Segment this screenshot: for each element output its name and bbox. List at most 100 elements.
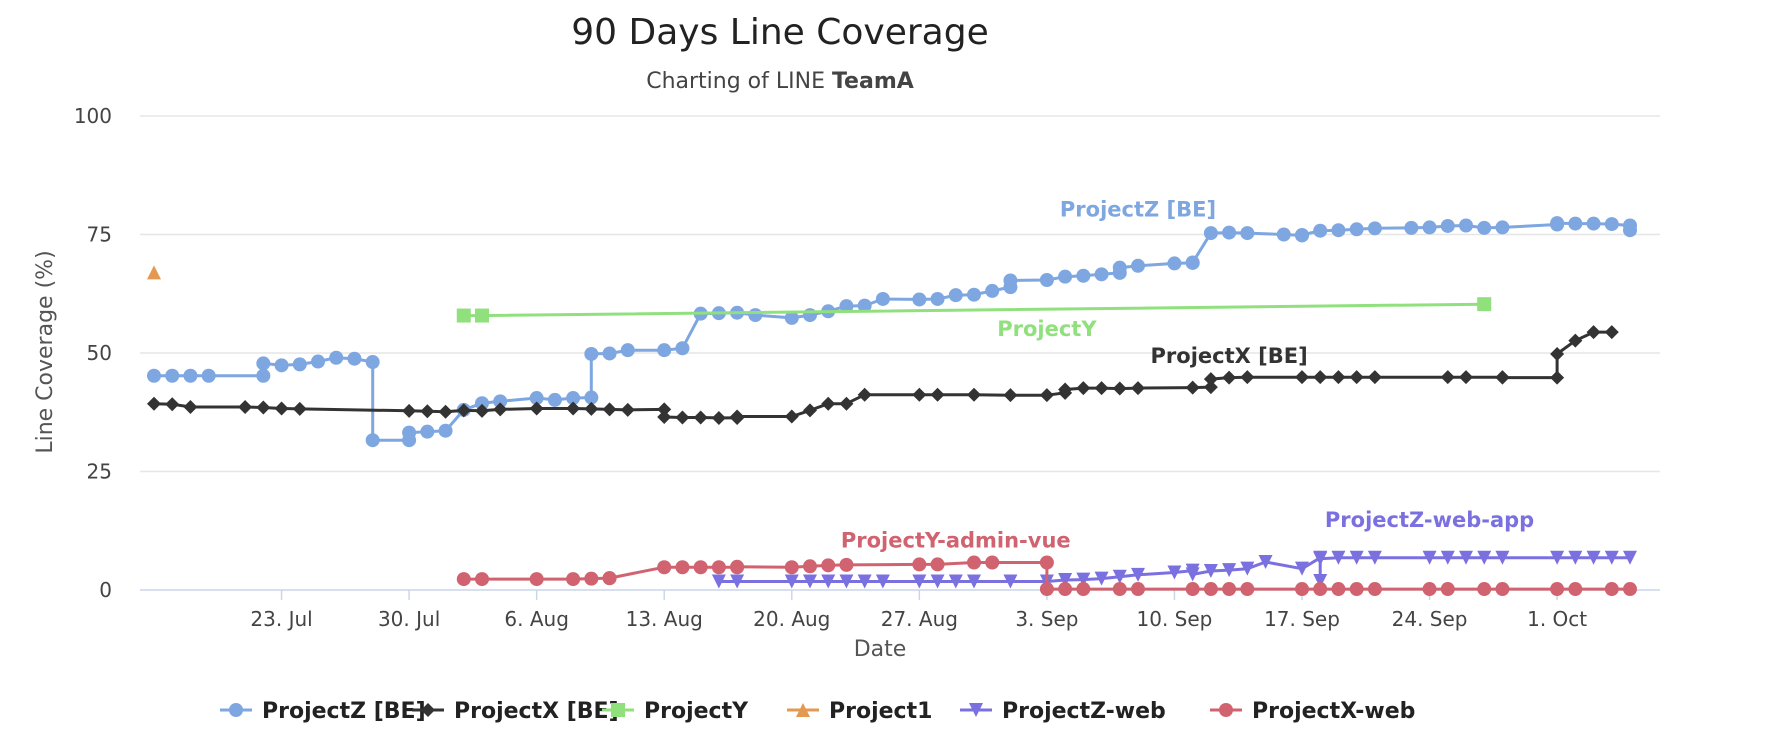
data-point-projectz-be[interactable]	[201, 368, 216, 383]
data-point-projectz-be[interactable]	[620, 343, 635, 358]
data-point-projectx-web[interactable]	[1295, 582, 1309, 597]
data-point-projectz-be[interactable]	[584, 346, 599, 361]
data-point-projectx-web[interactable]	[1422, 582, 1437, 597]
data-point-projectx-be[interactable]	[1349, 370, 1364, 385]
data-point-projectx-be[interactable]	[402, 403, 417, 418]
data-point-projectz-be[interactable]	[985, 283, 1000, 298]
data-point-projectx-be[interactable]	[657, 409, 672, 424]
data-point-projectz-be[interactable]	[1185, 255, 1200, 270]
data-point-projectz-web[interactable]	[1094, 571, 1109, 586]
legend-symbol[interactable]	[229, 703, 243, 717]
data-point-projectz-web[interactable]	[730, 574, 745, 589]
legend-item-projectx-be[interactable]: ProjectX [BE]	[412, 699, 619, 724]
data-point-projectx-be[interactable]	[438, 404, 453, 419]
data-point-projectx-be[interactable]	[730, 409, 745, 424]
data-point-projectx-web[interactable]	[693, 560, 708, 575]
data-point-projectx-web[interactable]	[1623, 582, 1637, 597]
data-point-projectz-web[interactable]	[1477, 550, 1492, 565]
data-point-projectz-be[interactable]	[1003, 273, 1018, 288]
data-point-projectz-be[interactable]	[1039, 273, 1054, 288]
data-point-projectx-be[interactable]	[1039, 388, 1054, 403]
data-point-projectx-be[interactable]	[711, 410, 726, 425]
data-point-projectx-be[interactable]	[1459, 370, 1473, 385]
data-point-projecty[interactable]	[1477, 297, 1492, 312]
data-point-projectz-be[interactable]	[1112, 260, 1127, 275]
data-point-projectz-web[interactable]	[784, 574, 799, 589]
data-point-projectx-be[interactable]	[238, 400, 253, 415]
data-point-projectx-be[interactable]	[693, 410, 708, 425]
data-point-projectz-be[interactable]	[803, 308, 817, 323]
data-point-projectz-web[interactable]	[1349, 550, 1364, 565]
data-point-projectx-be[interactable]	[1568, 333, 1583, 348]
data-point-projectz-web[interactable]	[1313, 573, 1328, 588]
legend-item-projectz-web[interactable]: ProjectZ-web	[960, 699, 1166, 724]
data-point-projectx-web[interactable]	[584, 571, 599, 586]
data-point-projectx-be[interactable]	[912, 387, 927, 402]
data-point-projectz-web[interactable]	[1240, 561, 1255, 576]
data-point-projectx-be[interactable]	[1604, 325, 1619, 340]
data-point-projectx-web[interactable]	[1604, 582, 1619, 597]
data-point-projectz-web[interactable]	[948, 574, 963, 589]
data-point-projectx-be[interactable]	[456, 403, 471, 418]
data-point-projectx-be[interactable]	[1185, 380, 1200, 395]
data-point-projectx-be[interactable]	[784, 409, 799, 424]
data-point-projectz-be[interactable]	[566, 391, 581, 406]
data-point-projectz-be[interactable]	[1222, 225, 1237, 240]
data-point-projectx-be[interactable]	[1367, 370, 1382, 385]
data-point-projectx-be[interactable]	[274, 401, 289, 416]
data-point-projectz-be[interactable]	[547, 392, 562, 407]
data-point-projectz-be[interactable]	[475, 396, 489, 411]
data-point-projectx-be[interactable]	[165, 397, 180, 412]
data-point-projectx-be[interactable]	[1058, 382, 1073, 397]
data-point-projectz-be[interactable]	[420, 424, 435, 439]
data-point-projectx-be[interactable]	[1203, 380, 1218, 395]
data-point-projectz-web[interactable]	[1495, 550, 1510, 565]
data-point-projectx-be[interactable]	[857, 387, 872, 402]
data-point-projectx-be[interactable]	[803, 403, 817, 418]
data-point-projectx-be[interactable]	[657, 402, 672, 417]
data-point-projectx-be[interactable]	[420, 404, 435, 419]
data-point-projectx-be[interactable]	[1203, 372, 1218, 387]
data-point-projectz-be[interactable]	[1313, 223, 1328, 238]
data-point-projectz-be[interactable]	[1240, 226, 1255, 241]
legend-symbol[interactable]	[969, 703, 983, 717]
data-point-projectz-web[interactable]	[839, 574, 854, 589]
data-point-projectx-web[interactable]	[1568, 582, 1583, 597]
data-point-projectx-web[interactable]	[1076, 582, 1091, 597]
data-point-projectx-be[interactable]	[967, 387, 981, 402]
data-point-projectx-web[interactable]	[1058, 582, 1073, 597]
data-point-projectx-be[interactable]	[1240, 370, 1255, 385]
data-point-projectz-web[interactable]	[1586, 550, 1601, 565]
data-point-projectz-be[interactable]	[748, 308, 763, 323]
data-point-projectz-web[interactable]	[1623, 550, 1637, 565]
data-point-projectz-web[interactable]	[967, 574, 981, 589]
data-point-projectz-be[interactable]	[365, 355, 380, 370]
data-point-projectz-web[interactable]	[1003, 574, 1018, 589]
legend-symbol[interactable]	[421, 703, 435, 717]
data-point-projectx-web[interactable]	[730, 559, 745, 574]
data-point-projectx-be[interactable]	[1003, 388, 1018, 403]
data-point-projectx-be[interactable]	[529, 401, 544, 416]
data-point-projectx-be[interactable]	[1094, 381, 1109, 396]
data-point-projectx-web[interactable]	[784, 560, 799, 575]
data-point-projectz-web[interactable]	[857, 574, 872, 589]
data-point-projectz-be[interactable]	[1131, 258, 1145, 273]
data-point-projectx-web[interactable]	[675, 560, 690, 575]
data-point-projectx-be[interactable]	[1222, 370, 1237, 385]
data-point-projectx-web[interactable]	[529, 572, 544, 587]
data-point-projectz-be[interactable]	[930, 291, 945, 306]
data-point-projectz-be[interactable]	[347, 351, 362, 366]
data-point-projectx-be[interactable]	[930, 387, 945, 402]
data-point-projectz-be[interactable]	[274, 358, 289, 373]
data-point-projectz-be[interactable]	[1495, 220, 1510, 235]
data-point-projectz-be[interactable]	[529, 391, 544, 406]
data-point-projectz-be[interactable]	[1568, 216, 1583, 231]
data-point-projectx-web[interactable]	[566, 572, 581, 587]
data-point-projectx-web[interactable]	[1367, 582, 1382, 597]
data-point-projectz-web[interactable]	[912, 574, 927, 589]
data-point-projectz-be[interactable]	[1604, 217, 1619, 232]
data-point-projecty[interactable]	[456, 308, 471, 323]
data-point-projectz-web[interactable]	[1185, 567, 1200, 582]
data-point-projectz-be[interactable]	[1367, 221, 1382, 236]
legend-symbol[interactable]	[796, 703, 810, 717]
